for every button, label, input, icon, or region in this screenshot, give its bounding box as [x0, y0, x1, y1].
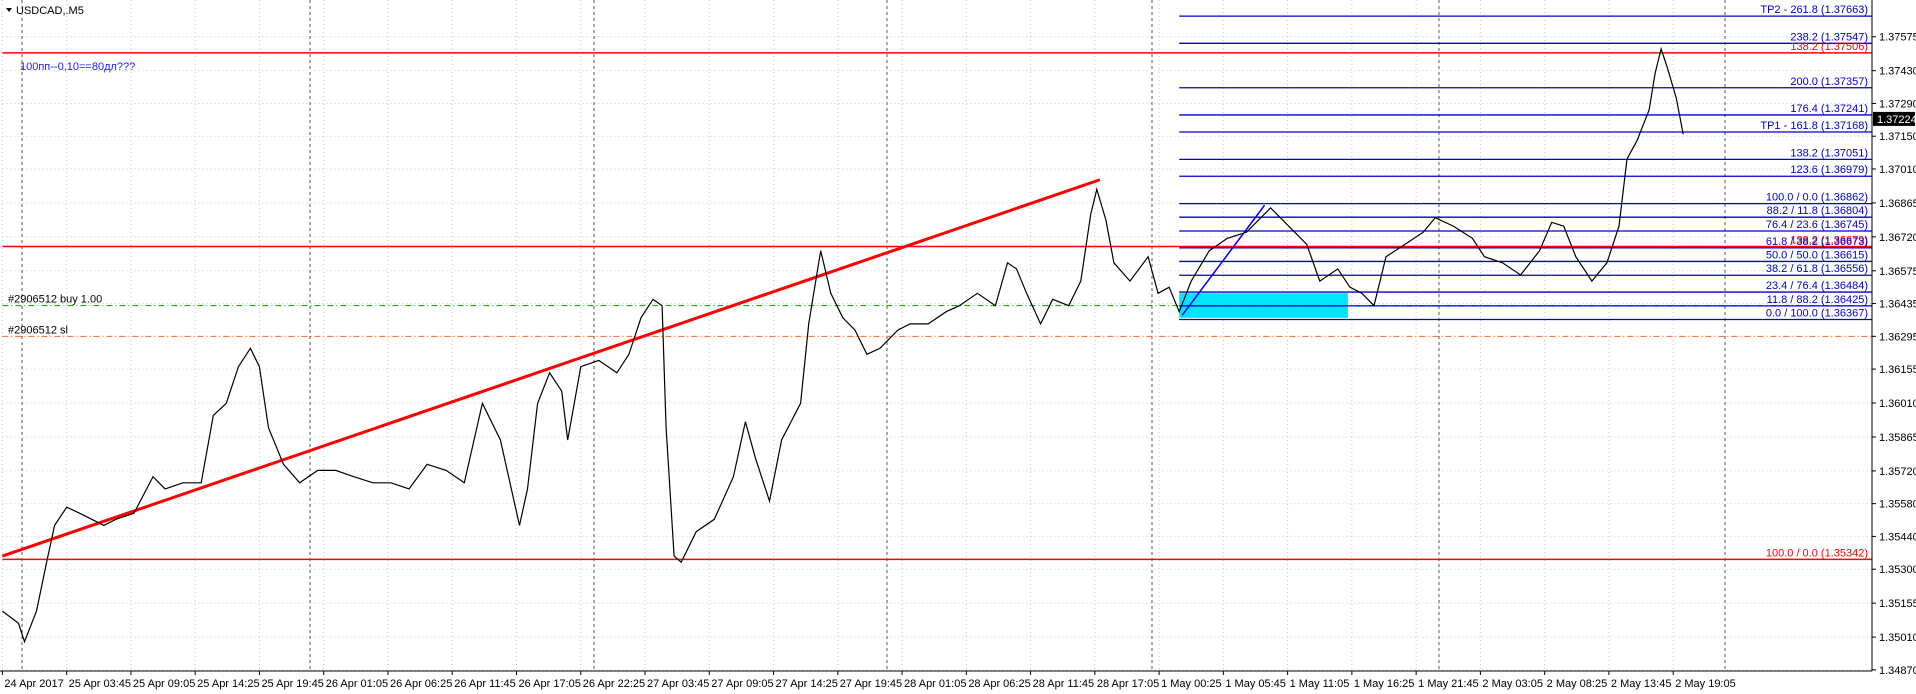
level-label: TP2 - 261.8 (1.37663): [1760, 4, 1868, 16]
level-label: 23.4 / 76.4 (1.36484): [1766, 280, 1868, 292]
chart-title: USDCAD,.M5: [16, 5, 84, 17]
level-label: 88.2 / 11.8 (1.36804): [1767, 205, 1868, 217]
level-label: 238.2 (1.37547): [1790, 31, 1868, 43]
x-tick-label: 27 Apr 19:45: [840, 678, 902, 690]
x-tick-label: 24 Apr 2017: [4, 678, 63, 690]
y-tick-label: 1.37150: [1879, 131, 1916, 143]
level-label: 100.0 / 0.0 (1.35342): [1766, 547, 1868, 559]
level-label: 0.0 / 100.0 (1.36367): [1766, 307, 1868, 319]
x-tick-label: 26 Apr 01:05: [326, 678, 388, 690]
x-tick-label: 1 May 11:05: [1290, 678, 1350, 690]
x-tick-label: 28 Apr 01:05: [904, 678, 966, 690]
level-label: 76.4 / 23.6 (1.36745): [1766, 219, 1868, 231]
y-tick-label: 1.37010: [1879, 164, 1916, 176]
y-tick-label: 1.36435: [1879, 299, 1916, 311]
y-tick-label: 1.34870: [1879, 665, 1916, 677]
level-label: TP1 - 161.8 (1.37168): [1760, 120, 1868, 132]
x-tick-label: 1 May 21:45: [1418, 678, 1479, 690]
x-tick-label: 28 Apr 11:45: [1033, 678, 1095, 690]
x-tick-label: 25 Apr 03:45: [69, 678, 131, 690]
y-tick-label: 1.35155: [1879, 598, 1916, 610]
x-tick-label: 1 May 16:25: [1354, 678, 1415, 690]
annotation: 100пп--0,10==80дл???: [20, 61, 135, 73]
x-tick-label: 27 Apr 14:25: [776, 678, 838, 690]
x-tick-label: 28 Apr 06:25: [968, 678, 1030, 690]
x-tick-label: 25 Apr 19:45: [261, 678, 323, 690]
order-label: #2906512 sl: [8, 324, 68, 336]
x-tick-label: 25 Apr 09:05: [133, 678, 195, 690]
trend-line: [1181, 204, 1266, 316]
level-label: 50.0 / 50.0 (1.36615): [1766, 249, 1868, 261]
level-label: 200.0 (1.37357): [1790, 76, 1868, 88]
y-tick-label: 1.36010: [1879, 398, 1916, 410]
x-tick-label: 2 May 08:25: [1547, 678, 1608, 690]
x-tick-label: 1 May 05:45: [1225, 678, 1286, 690]
x-tick-label: 2 May 03:05: [1482, 678, 1543, 690]
y-tick-label: 1.37430: [1879, 66, 1916, 78]
x-tick-label: 27 Apr 09:05: [711, 678, 773, 690]
x-tick-label: 2 May 13:45: [1611, 678, 1672, 690]
y-tick-label: 1.36295: [1879, 331, 1916, 343]
y-tick-label: 1.35440: [1879, 531, 1916, 543]
y-tick-label: 1.35720: [1879, 466, 1916, 478]
level-label: 100.0 / 0.0 (1.36862): [1766, 192, 1868, 204]
x-tick-label: 26 Apr 06:25: [390, 678, 452, 690]
x-tick-label: 1 May 00:25: [1161, 678, 1222, 690]
y-tick-label: 1.36865: [1879, 198, 1916, 210]
x-tick-label: 26 Apr 17:05: [518, 678, 580, 690]
y-tick-label: 1.35580: [1879, 499, 1916, 511]
level-label: 11.8 / 88.2 (1.36425): [1767, 294, 1868, 306]
x-tick-label: 2 May 19:05: [1675, 678, 1736, 690]
level-label: 138.2 (1.37506): [1790, 41, 1868, 53]
level-label: 38.2 / 61.8 (1.36556): [1766, 263, 1868, 275]
y-tick-label: 1.35300: [1879, 564, 1916, 576]
x-tick-label: 28 Apr 17:05: [1097, 678, 1159, 690]
price-line: [2, 46, 1684, 644]
price-tag-label: 1.37224: [1877, 114, 1916, 126]
x-tick-label: 25 Apr 14:25: [197, 678, 259, 690]
y-tick-label: 1.36155: [1879, 364, 1916, 376]
level-label: 176.4 (1.37241): [1790, 103, 1868, 115]
level-label: 138.2 (1.37051): [1790, 147, 1868, 159]
y-tick-label: 1.37575: [1879, 32, 1916, 44]
level-label: 123.6 (1.36979): [1790, 164, 1868, 176]
x-tick-label: 26 Apr 22:25: [583, 678, 645, 690]
y-tick-label: 1.37290: [1879, 98, 1916, 110]
level-label: 61.8 / 38.2 (1.36673): [1766, 236, 1868, 248]
y-tick-label: 1.35865: [1879, 432, 1916, 444]
y-tick-label: 1.35010: [1879, 632, 1916, 644]
title-arrow: [6, 8, 12, 12]
trend-line: [1, 178, 1101, 558]
x-tick-label: 27 Apr 03:45: [647, 678, 709, 690]
level-label: 138.2 (1.36679): [1790, 234, 1868, 246]
price-tag: [1873, 111, 1915, 126]
x-tick-label: 26 Apr 11:45: [454, 678, 516, 690]
y-tick-label: 1.36575: [1879, 266, 1916, 278]
order-label: #2906512 buy 1.00: [8, 294, 102, 306]
y-tick-label: 1.36720: [1879, 232, 1916, 244]
